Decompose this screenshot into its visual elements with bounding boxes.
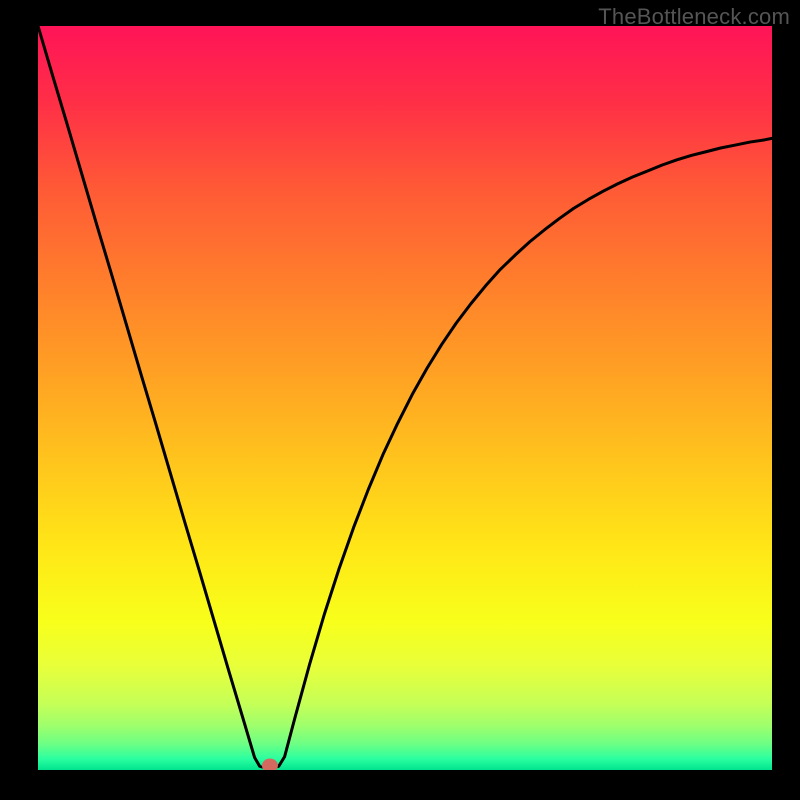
- chart-svg: [38, 26, 772, 770]
- chart-panel: [38, 26, 772, 770]
